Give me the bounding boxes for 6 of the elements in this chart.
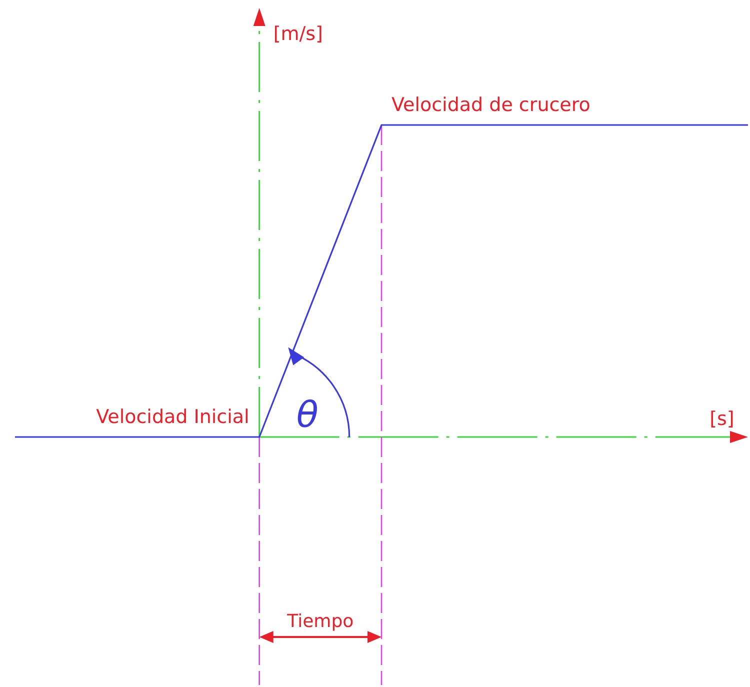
y-axis-title: [m/s]: [273, 23, 323, 45]
annotation: Velocidad Inicial: [96, 406, 250, 428]
text: Velocidad de crucero: [392, 94, 590, 116]
annotation: θ: [296, 395, 318, 436]
text: Tiempo: [286, 611, 354, 632]
x-axis-title: [s]: [710, 408, 734, 430]
